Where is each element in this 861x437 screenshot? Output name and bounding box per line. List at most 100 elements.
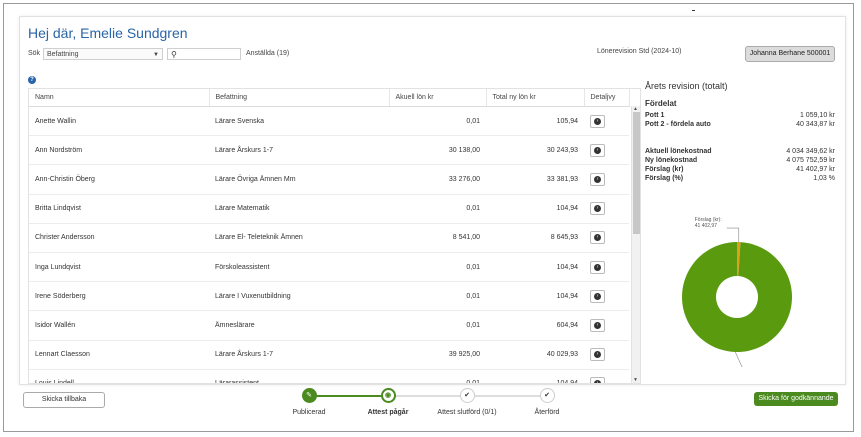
cell-detail: ›: [584, 194, 629, 224]
cell-current-salary: 0,01: [389, 106, 486, 137]
step-connector-1: [316, 395, 388, 397]
scroll-down-icon[interactable]: ▼: [633, 377, 638, 383]
cell-title: Lärare Matematik: [209, 194, 389, 224]
table-row[interactable]: Ann Nordström Lärare Årskurs 1-7 30 138,00…: [29, 135, 629, 166]
cell-name: Ann-Christin Öberg: [29, 164, 209, 195]
summary-row-pott2: Pott 2 - fördela auto 40 343,87 kr: [645, 120, 835, 129]
cell-title: Lärare I Vuxenutbildning: [209, 281, 389, 312]
distributed-heading: Fördelat: [645, 99, 677, 108]
scrollbar-thumb[interactable]: [633, 112, 640, 234]
cell-current-salary: 8 541,00: [389, 223, 486, 253]
cell-name: Ann Nordström: [29, 135, 209, 166]
cell-name: Anette Wallin: [29, 106, 209, 137]
table-row[interactable]: Louis Lindell Lärarassistent 0,01 104,94 ›: [29, 369, 629, 383]
table-row[interactable]: Lennart Claesson Lärare Årskurs 1-7 39 925…: [29, 340, 629, 370]
eye-icon: ◉: [380, 388, 396, 403]
detail-view-button[interactable]: ›: [590, 202, 605, 216]
send-back-button[interactable]: Skicka tillbaka: [23, 392, 105, 408]
cell-current-salary: 0,01: [389, 369, 486, 383]
table-row[interactable]: Irene Söderberg Lärare I Vuxenutbildning 0…: [29, 281, 629, 312]
table-row[interactable]: Inga Lundqvist Förskoleassistent 0,01 104,9…: [29, 252, 629, 283]
cell-new-salary: 104,94: [486, 252, 584, 283]
app-frame: Hej där, Emelie Sundgren Sök Befattning …: [3, 3, 854, 432]
column-header-title[interactable]: Befattning: [209, 89, 390, 107]
step-published: ✎ Publicerad: [264, 388, 354, 416]
new-cost-label: Ny lönekostnad: [645, 157, 698, 164]
cell-new-salary: 104,94: [486, 369, 584, 383]
filter-select[interactable]: Befattning ▼: [43, 48, 163, 60]
cell-title: Lärare Årskurs 1-7: [209, 340, 389, 370]
cell-name: Lennart Claesson: [29, 340, 209, 370]
revision-label: Lönerevision Std (2024-10): [597, 48, 682, 55]
pott1-label: Pott 1: [645, 112, 665, 119]
detail-view-button[interactable]: ›: [590, 318, 605, 332]
arrow-right-icon: ›: [594, 292, 601, 300]
slice-label-value: 41 402,97: [695, 223, 717, 229]
cell-current-salary: 0,01: [389, 281, 486, 312]
table-row[interactable]: Christer Andersson Lärare El- Teleteknik …: [29, 223, 629, 253]
cell-name: Christer Andersson: [29, 223, 209, 253]
detail-view-button[interactable]: ›: [590, 377, 605, 383]
cell-new-salary: 104,94: [486, 194, 584, 224]
scroll-up-icon[interactable]: ▲: [633, 106, 638, 112]
cell-title: Lärare Årskurs 1-7: [209, 135, 389, 166]
detail-view-button[interactable]: ›: [590, 114, 605, 128]
cell-detail: ›: [584, 135, 629, 166]
detail-view-button[interactable]: ›: [590, 143, 605, 157]
column-header-new-salary[interactable]: Total ny lön kr: [486, 89, 585, 107]
cell-name: Louis Lindell: [29, 369, 209, 383]
step-connector-2: [395, 395, 467, 397]
arrow-right-icon: ›: [594, 321, 601, 329]
proposal-kr-label: Förslag (kr): [645, 166, 684, 173]
step-attest-in-progress: ◉ Attest pågår: [343, 388, 433, 416]
column-header-detail: Detaljvy: [584, 89, 630, 107]
table-scrollbar[interactable]: ▲ ▼: [631, 106, 640, 383]
proposal-pct-label: Förslag (%): [645, 175, 684, 182]
arrow-right-icon: ›: [594, 205, 601, 213]
help-icon[interactable]: ?: [28, 76, 36, 84]
detail-view-button[interactable]: ›: [590, 289, 605, 303]
table-row[interactable]: Isidor Wallén Ämneslärare 0,01 604,94 ›: [29, 310, 629, 341]
label-leader-line: [726, 227, 740, 243]
summary-row-pott1: Pott 1 1 059,10 kr: [645, 111, 835, 120]
summary-row-proposal-kr: Förslag (kr) 41 402,97 kr: [645, 165, 835, 174]
column-header-current-salary[interactable]: Akuell lön kr: [389, 89, 487, 107]
arrow-right-icon: ›: [594, 117, 601, 125]
detail-view-button[interactable]: ›: [590, 172, 605, 186]
footer-bar: Skicka tillbaka ✎ Publicerad ◉ Attest på…: [19, 386, 844, 426]
arrow-right-icon: ›: [594, 263, 601, 271]
detail-view-button[interactable]: ›: [590, 348, 605, 362]
pott1-value: 1 059,10 kr: [799, 112, 835, 119]
search-input[interactable]: ⚲: [167, 48, 241, 60]
search-label: Sök: [28, 50, 41, 57]
pott2-label: Pott 2 - fördela auto: [645, 121, 711, 128]
summary-title: Årets revision (totalt): [645, 81, 728, 91]
table-row[interactable]: Britta Lindqvist Lärare Matematik 0,01 104,…: [29, 194, 629, 224]
table-row[interactable]: Ann-Christin Öberg Lärare Övriga Ämnen Mm…: [29, 164, 629, 195]
cell-new-salary: 30 243,93: [486, 135, 584, 166]
search-icon: ⚲: [171, 50, 177, 59]
column-header-name[interactable]: Namn: [29, 89, 210, 107]
cell-name: Isidor Wallén: [29, 310, 209, 341]
cell-current-salary: 33 276,00: [389, 164, 486, 195]
table-row[interactable]: Anette Wallin Lärare Svenska 0,01 105,94 ›: [29, 106, 629, 137]
cell-new-salary: 604,94: [486, 310, 584, 341]
summary-row-current-cost: Aktuell lönekostnad 4 034 349,62 kr: [645, 147, 835, 156]
top-marker: [692, 10, 695, 11]
donut-slice-0[interactable]: [737, 242, 741, 277]
pencil-icon: ✎: [301, 388, 317, 403]
donut-slice-1[interactable]: [682, 242, 792, 352]
send-for-approval-button[interactable]: Skicka för godkännande: [754, 392, 838, 406]
cell-title: Lärarassistent: [209, 369, 389, 383]
detail-view-button[interactable]: ›: [590, 260, 605, 274]
cell-name: Irene Söderberg: [29, 281, 209, 312]
cell-title: Förskoleassistent: [209, 252, 389, 283]
cell-new-salary: 33 381,93: [486, 164, 584, 195]
cell-title: Lärare Svenska: [209, 106, 389, 137]
arrow-right-icon: ›: [594, 146, 601, 154]
cell-title: Ämneslärare: [209, 310, 389, 341]
cell-detail: ›: [584, 340, 629, 370]
employees-count: Anställda (19): [246, 50, 290, 57]
user-button[interactable]: Johanna Berhane 500001: [745, 46, 835, 62]
detail-view-button[interactable]: ›: [590, 231, 605, 245]
